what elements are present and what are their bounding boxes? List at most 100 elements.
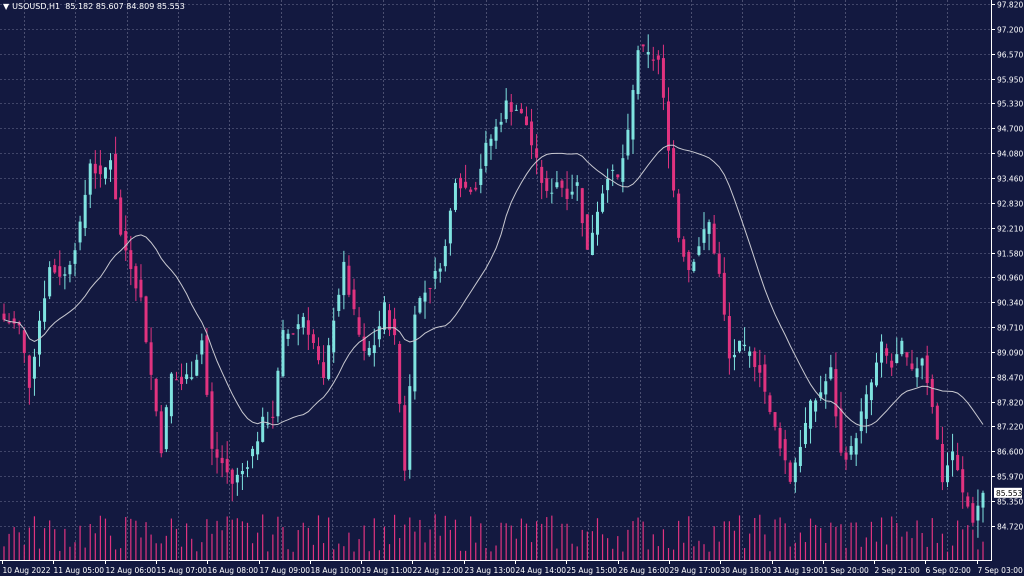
bear-candle-body — [961, 469, 965, 493]
bear-candle-body — [535, 148, 539, 158]
bear-candle-body — [885, 348, 889, 356]
bear-candle-body — [230, 469, 234, 484]
bull-candle-body — [195, 359, 199, 376]
bull-candle-body — [611, 169, 615, 171]
bear-candle-body — [53, 265, 57, 273]
price-tick-label: 89.090 — [997, 349, 1023, 358]
bull-candle-body — [732, 354, 736, 358]
bear-candle-body — [834, 369, 838, 417]
bear-candle-body — [778, 427, 782, 449]
bull-candle-body — [514, 109, 518, 111]
bull-candle-body — [570, 191, 574, 195]
bull-candle-body — [443, 246, 447, 267]
ohlc-readout: 85.182 85.607 84.809 85.553 — [65, 2, 185, 11]
bear-candle-body — [905, 352, 909, 358]
bull-candle-body — [109, 160, 113, 170]
bull-candle-body — [895, 354, 899, 363]
bear-candle-body — [722, 272, 726, 315]
bull-candle-body — [200, 340, 204, 355]
bear-candle-body — [509, 102, 513, 112]
bear-candle-body — [667, 101, 671, 151]
bear-candle-body — [656, 55, 660, 60]
dropdown-triangle-icon[interactable]: ▼ — [3, 2, 10, 11]
bull-candle-body — [185, 374, 189, 380]
bear-candle-body — [641, 44, 645, 47]
moving-average-line — [3, 144, 984, 427]
price-tick-label: 87.820 — [997, 399, 1023, 408]
time-axis: 10 Aug 2022 11 Aug 05:00 12 Aug 06:00 15 Au… — [2, 560, 1023, 575]
bear-candle-body — [672, 148, 676, 191]
bear-candle-body — [220, 457, 224, 464]
bull-candle-body — [854, 438, 858, 455]
price-tick-label: 94.700 — [997, 125, 1023, 134]
price-tick-label: 90.340 — [997, 299, 1023, 308]
time-tick-label: 15 Aug 07:00 — [157, 566, 208, 575]
bull-candle-body — [372, 345, 376, 354]
bear-candle-body — [144, 296, 148, 343]
bull-candle-body — [595, 211, 599, 235]
bull-candle-body — [859, 411, 863, 432]
time-tick-label: 17 Aug 09:00 — [260, 566, 311, 575]
bull-candle-body — [803, 422, 807, 445]
bull-candle-body — [849, 446, 853, 455]
bear-candle-body — [768, 395, 772, 412]
time-tick-label: 31 Aug 19:00 — [773, 566, 824, 575]
bull-candle-body — [692, 261, 696, 272]
price-tick-label: 97.200 — [997, 26, 1023, 35]
bear-candle-body — [225, 458, 229, 473]
price-tick-label: 95.950 — [997, 76, 1023, 85]
bear-candle-body — [306, 320, 310, 335]
bull-candle-body — [824, 381, 828, 395]
bull-candle-body — [32, 356, 36, 379]
bull-candle-body — [601, 193, 605, 212]
bull-candle-body — [281, 330, 285, 377]
bear-candle-body — [134, 266, 138, 289]
price-tick-label: 84.720 — [997, 523, 1023, 532]
bull-candle-body — [646, 52, 650, 55]
bear-candle-body — [114, 153, 118, 200]
bull-candle-body — [63, 274, 67, 276]
bull-candle-body — [164, 407, 168, 450]
bull-candle-body — [245, 467, 249, 469]
bear-candle-body — [398, 343, 402, 404]
bull-candle-body — [68, 264, 72, 275]
bull-candle-body — [555, 182, 559, 188]
bull-candle-body — [494, 126, 498, 141]
bear-candle-body — [773, 412, 777, 427]
bull-candle-body — [479, 168, 483, 185]
bull-candle-body — [874, 362, 878, 386]
bull-candle-body — [438, 268, 442, 272]
bull-candle-body — [433, 270, 437, 279]
bull-candle-body — [819, 392, 823, 398]
bear-candle-body — [758, 365, 762, 373]
bull-candle-body — [413, 314, 417, 392]
price-tick-label: 96.570 — [997, 51, 1023, 60]
bull-candle-body — [43, 298, 47, 322]
bull-candle-body — [266, 423, 270, 425]
bull-candle-body — [261, 416, 265, 442]
time-tick-label: 22 Aug 12:00 — [413, 566, 464, 575]
bear-candle-body — [2, 313, 6, 320]
price-tick-label: 93.460 — [997, 175, 1023, 184]
bull-candle-body — [900, 340, 904, 355]
bull-candle-body — [976, 505, 980, 521]
bull-candle-body — [332, 320, 336, 353]
bull-candle-body — [829, 367, 833, 379]
bear-candle-body — [139, 279, 143, 298]
bull-candle-body — [296, 324, 300, 330]
bull-candle-body — [814, 400, 818, 412]
bull-candle-body — [697, 246, 701, 255]
bear-candle-body — [322, 362, 326, 378]
bear-candle-body — [930, 378, 934, 407]
price-axis: 97.820 97.200 96.570 95.950 95.330 94.700 94.0… — [991, 1, 1023, 532]
bull-candle-body — [793, 462, 797, 483]
bull-candle-body — [423, 292, 427, 302]
bull-candle-body — [550, 192, 554, 194]
bull-candle-body — [504, 100, 508, 120]
bear-candle-body — [149, 342, 153, 375]
bear-candle-body — [661, 58, 665, 98]
bull-candle-body — [915, 368, 919, 378]
bull-candle-body — [484, 142, 488, 167]
